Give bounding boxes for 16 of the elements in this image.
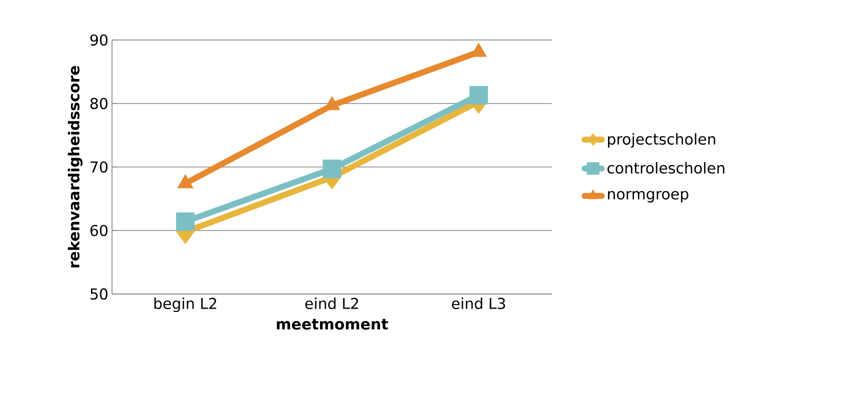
y-axis-title: rekenvaardigheidsscore [68,66,83,268]
y-tick-label: 80 [90,98,108,110]
y-tick-label: 60 [90,224,108,236]
x-axis-title: meetmoment [276,318,388,330]
legend-label: controlescholen [608,162,724,174]
x-tick-label: begin L2 [154,298,216,312]
y-tick-label: 70 [90,161,108,173]
legend-label: normgroep [608,190,688,202]
legend-label: projectscholen [608,133,716,148]
point [176,212,195,231]
y-tick-label: 50 [90,288,108,300]
x-tick-label: eind L3 [452,298,506,310]
point [469,86,488,104]
x-tick-label: eind L2 [305,298,358,310]
y-tick-label: 90 [90,34,108,46]
point [322,160,342,178]
